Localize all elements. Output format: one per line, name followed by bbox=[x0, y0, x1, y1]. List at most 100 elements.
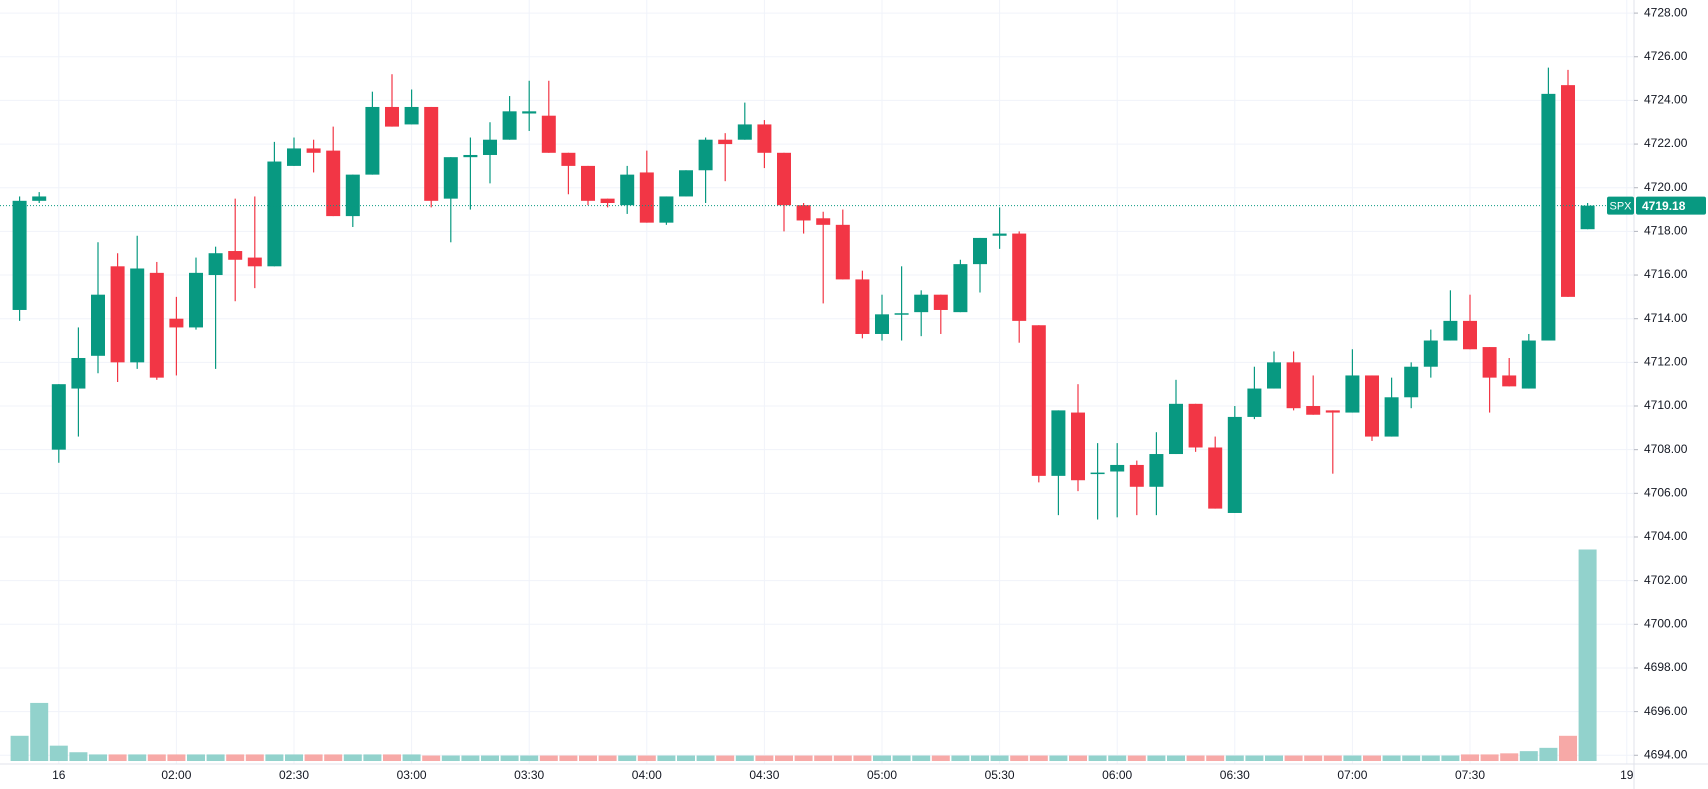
candle-body bbox=[973, 237, 987, 265]
candle-body bbox=[1306, 406, 1321, 415]
candle-body bbox=[639, 172, 654, 223]
volume-bar bbox=[1108, 755, 1127, 761]
candle-body bbox=[1580, 205, 1595, 230]
candle-body bbox=[718, 139, 733, 145]
candle-body bbox=[1129, 464, 1144, 487]
volume-bar bbox=[833, 755, 852, 761]
candle-body bbox=[1031, 325, 1046, 476]
candle-body bbox=[522, 111, 537, 114]
y-tick-label: 4724.00 bbox=[1644, 93, 1688, 107]
candle-body bbox=[306, 148, 321, 153]
candle-body bbox=[1051, 410, 1066, 476]
candle-body bbox=[463, 154, 478, 158]
candle-body bbox=[992, 233, 1007, 236]
volume-bar bbox=[775, 755, 793, 761]
y-tick-label: 4722.00 bbox=[1644, 136, 1688, 150]
volume-bar bbox=[1127, 755, 1146, 761]
y-tick-label: 4712.00 bbox=[1644, 355, 1688, 369]
volume-bar bbox=[1578, 549, 1597, 761]
volume-bar bbox=[1480, 754, 1499, 761]
candle-body bbox=[1463, 320, 1477, 350]
volume-bar bbox=[892, 755, 911, 761]
volume-bar bbox=[559, 755, 578, 761]
candle-body bbox=[875, 314, 889, 334]
y-tick-label: 4726.00 bbox=[1644, 49, 1688, 63]
x-tick-label: 04:00 bbox=[632, 768, 662, 782]
volume-bar bbox=[265, 754, 284, 761]
volume-bar bbox=[1069, 755, 1087, 761]
volume-bar bbox=[853, 755, 872, 761]
volume-bar bbox=[1029, 755, 1048, 761]
last-price-label: 4719.18 bbox=[1642, 199, 1686, 213]
volume-bar bbox=[1500, 753, 1519, 761]
volume-bar bbox=[461, 755, 480, 761]
candle-body bbox=[71, 357, 86, 389]
candle-body bbox=[953, 264, 968, 313]
candle-body bbox=[1247, 388, 1262, 417]
volume-bar bbox=[1519, 751, 1538, 761]
volume-bar bbox=[1539, 747, 1558, 761]
candle-body bbox=[1071, 412, 1085, 481]
volume-bar bbox=[304, 754, 323, 761]
volume-bar bbox=[441, 755, 460, 761]
volume-bar bbox=[147, 754, 166, 761]
volume-bar bbox=[128, 754, 147, 761]
candle-body bbox=[541, 115, 556, 153]
y-tick-label: 4708.00 bbox=[1644, 442, 1688, 456]
volume-bar bbox=[1304, 755, 1323, 761]
volume-bar bbox=[245, 754, 264, 761]
candle-body bbox=[1404, 366, 1419, 398]
candle-body bbox=[1365, 375, 1379, 437]
candle-body bbox=[1325, 410, 1340, 413]
volume-bar bbox=[167, 754, 186, 761]
y-tick-label: 4720.00 bbox=[1644, 180, 1688, 194]
candle-body bbox=[287, 148, 301, 166]
volume-bar bbox=[1421, 755, 1440, 761]
volume-bar bbox=[10, 735, 29, 761]
candle-body bbox=[698, 139, 713, 171]
candle-body bbox=[345, 174, 360, 217]
candle-body bbox=[502, 111, 517, 140]
candle-body bbox=[169, 318, 184, 328]
candle-body bbox=[835, 224, 850, 280]
candle-body bbox=[1561, 85, 1575, 297]
volume-bar bbox=[1206, 755, 1225, 761]
candle-body bbox=[365, 106, 380, 175]
candle-body bbox=[1521, 340, 1536, 389]
volume-bar bbox=[206, 754, 225, 761]
volume-bar bbox=[1461, 754, 1479, 761]
candle-body bbox=[679, 170, 693, 197]
volume-bar bbox=[1284, 755, 1303, 761]
x-tick-label: 03:30 bbox=[514, 768, 544, 782]
volume-bar bbox=[1010, 755, 1029, 761]
candle-body bbox=[1169, 403, 1183, 455]
volume-bar bbox=[481, 755, 499, 761]
candle-body bbox=[1286, 362, 1301, 409]
volume-bar bbox=[579, 755, 597, 761]
volume-bar bbox=[1225, 755, 1244, 761]
x-tick-label: 04:30 bbox=[749, 768, 779, 782]
x-tick-label: 07:30 bbox=[1455, 768, 1485, 782]
volume-bar bbox=[69, 752, 88, 761]
candle-body bbox=[228, 251, 243, 260]
candle-body bbox=[130, 268, 145, 363]
volume-bar bbox=[794, 755, 813, 761]
last-price-box bbox=[1636, 196, 1706, 215]
volume-bar bbox=[1559, 735, 1577, 761]
candle-body bbox=[189, 272, 203, 328]
candle-body bbox=[32, 196, 47, 201]
candle-body bbox=[247, 257, 262, 267]
candle-body bbox=[1188, 403, 1203, 448]
price-axis bbox=[1634, 0, 1708, 789]
y-tick-label: 4694.00 bbox=[1644, 747, 1688, 761]
volume-bar bbox=[1363, 755, 1381, 761]
volume-bar bbox=[1186, 755, 1205, 761]
volume-bar bbox=[539, 755, 558, 761]
candle-body bbox=[1090, 472, 1105, 475]
volume-bar bbox=[1049, 755, 1068, 761]
volume-bar bbox=[912, 755, 931, 761]
candle-body bbox=[894, 313, 909, 315]
candle-body bbox=[1345, 375, 1360, 413]
